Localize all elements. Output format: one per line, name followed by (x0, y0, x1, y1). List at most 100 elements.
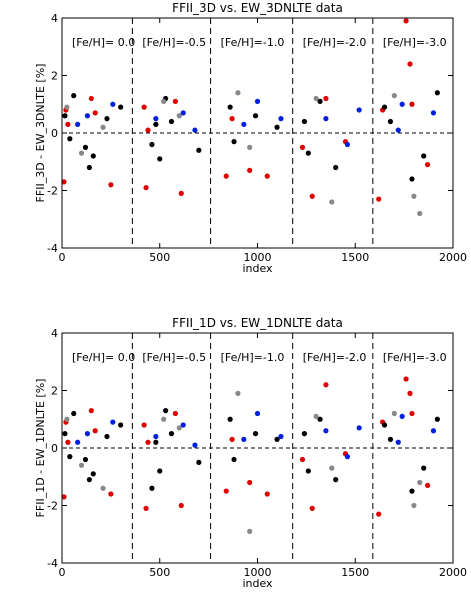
data-point (235, 90, 241, 96)
data-point (157, 468, 163, 474)
group-label: [Fe/H]=-1.0 (221, 36, 285, 49)
group-label: [Fe/H]= 0.0 (72, 351, 135, 364)
data-point (67, 136, 73, 142)
data-point (163, 408, 169, 414)
data-point (168, 118, 175, 125)
data-point (247, 144, 253, 150)
x-tick-label: 2000 (439, 251, 467, 264)
y-tick-label: -2 (47, 500, 58, 513)
data-point (254, 98, 261, 104)
data-point (409, 101, 415, 107)
data-point (434, 416, 440, 422)
data-point (421, 153, 427, 159)
data-point (65, 121, 71, 127)
data-point (434, 90, 440, 96)
x-axis-label: index (242, 262, 273, 275)
plot-frame (61, 332, 454, 564)
x-tick-label: 0 (59, 566, 66, 579)
data-point (421, 465, 427, 471)
data-point (241, 436, 247, 442)
data-point (403, 18, 409, 24)
data-point (192, 442, 198, 448)
data-point (274, 436, 280, 442)
group-label: [Fe/H]=-3.0 (383, 351, 447, 364)
data-point (161, 416, 167, 422)
data-point (424, 162, 431, 168)
data-point (381, 422, 388, 428)
data-point (381, 104, 388, 110)
data-point (376, 196, 382, 202)
data-point (196, 459, 202, 465)
data-point (161, 98, 167, 104)
y-tick-label: 0 (51, 442, 58, 455)
data-point (323, 95, 329, 102)
data-point (301, 118, 308, 125)
data-point (141, 104, 147, 110)
data-point (145, 127, 151, 133)
y-axis-label: FFII_3D - EW_3DNLTE [%] (34, 64, 47, 203)
y-tick-label: -2 (47, 185, 58, 198)
data-point (178, 502, 184, 509)
data-point (409, 488, 415, 494)
group-label: [Fe/H]=-3.0 (383, 36, 447, 49)
chart-title: FFII_3D vs. EW_3DNLTE data (172, 1, 343, 15)
data-point (231, 456, 237, 463)
group-label: [Fe/H]=-0.5 (142, 351, 206, 364)
data-point (82, 456, 89, 463)
data-point (305, 150, 311, 156)
data-point (61, 494, 67, 500)
data-point (67, 454, 73, 460)
data-point (317, 416, 323, 422)
data-point (65, 439, 71, 445)
data-point (92, 428, 98, 434)
group-label: [Fe/H]=-2.0 (303, 351, 367, 364)
data-point (399, 413, 405, 419)
y-tick-label: 0 (51, 127, 58, 140)
x-tick-label: 500 (149, 566, 170, 579)
data-point (176, 425, 182, 431)
data-point (387, 118, 394, 125)
data-point (329, 465, 335, 471)
data-point (252, 431, 259, 437)
data-point (278, 116, 284, 122)
data-point (399, 101, 405, 107)
data-point (407, 61, 413, 67)
data-point (252, 113, 259, 119)
data-point (329, 199, 335, 205)
group-label: [Fe/H]=-0.5 (142, 36, 206, 49)
data-point (395, 439, 401, 445)
data-point (61, 179, 67, 185)
data-point (88, 408, 94, 414)
data-point (108, 491, 114, 497)
data-point (247, 479, 253, 486)
data-point (231, 139, 237, 145)
data-point (118, 104, 124, 110)
data-point (241, 121, 247, 127)
data-point (333, 477, 339, 483)
data-point (424, 482, 431, 488)
data-point (247, 528, 253, 534)
y-tick-label: 2 (51, 385, 58, 398)
data-point (301, 431, 308, 437)
x-tick-label: 1500 (341, 251, 369, 264)
data-point (229, 116, 235, 122)
data-point (78, 462, 85, 468)
data-point (180, 110, 186, 116)
data-point (84, 431, 91, 437)
data-point (317, 98, 323, 104)
data-point (196, 147, 202, 153)
data-point (100, 124, 106, 130)
data-point (391, 93, 397, 99)
data-point (64, 416, 70, 422)
chart-title: FFII_1D vs. EW_1DNLTE data (172, 316, 343, 330)
data-point (229, 436, 235, 442)
data-point (227, 104, 233, 110)
data-point (264, 173, 270, 179)
data-point (403, 376, 409, 382)
data-point (430, 110, 437, 116)
data-point (313, 413, 319, 419)
data-point (430, 428, 437, 434)
x-tick-label: 1000 (244, 566, 272, 579)
data-point (299, 456, 306, 463)
